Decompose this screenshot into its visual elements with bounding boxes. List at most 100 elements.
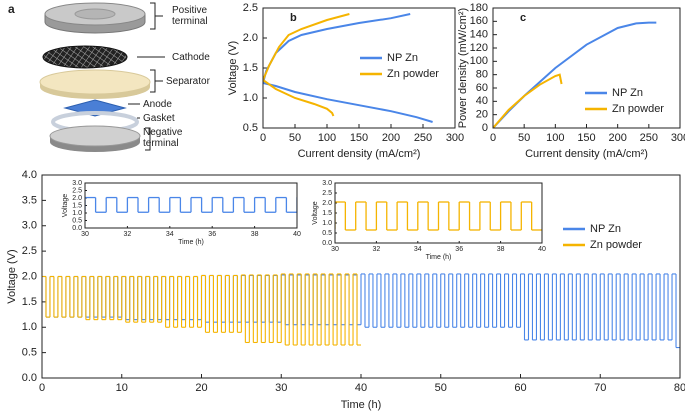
x-tick-label: 150 — [577, 132, 595, 144]
panel-label: a — [8, 2, 15, 16]
plot: 30 32 34 36 38 40 0.00.51.01.52.02.53.0 Time (h… — [55, 179, 312, 254]
x-tick-label: 100 — [546, 132, 564, 144]
y-tick-label: 4.0 — [22, 169, 37, 181]
x-tick-label: 38 — [251, 231, 259, 238]
x-tick-label: 80 — [674, 382, 685, 394]
line — [493, 73, 563, 128]
x-tick-label: 250 — [640, 132, 658, 144]
x-axis-title: Time (h) — [178, 239, 204, 246]
y-tick-label: 0.0 — [322, 240, 332, 247]
y-tick-label: 180 — [470, 2, 488, 14]
y-tick-label: 3.0 — [22, 220, 37, 232]
y-axis-title: Power density (mW/cm²) — [457, 8, 469, 128]
y-tick-label: 3.0 — [72, 180, 82, 187]
y-tick-label: 2.0 — [72, 195, 82, 202]
x-tick-label: 0 — [490, 132, 496, 144]
part-label: Negative terminal — [143, 127, 183, 149]
x-tick-label: 300 — [446, 132, 464, 144]
data — [42, 273, 680, 349]
y-tick-label: 0.5 — [243, 122, 258, 134]
x-axis-title: Time (h) — [341, 399, 382, 411]
y-tick-label: 1.0 — [243, 92, 258, 104]
x-tick-label: 10 — [116, 382, 128, 394]
plot: 0501001502002503000204060801001201401601… — [457, 2, 685, 160]
y-tick-label: 20 — [476, 109, 488, 121]
y-tick-label: 0.5 — [22, 347, 37, 359]
y-tick-label: 3.5 — [22, 194, 37, 206]
y-tick-label: 1.5 — [243, 62, 258, 74]
y-axis-title: Voltage — [312, 201, 319, 224]
y-tick-label: 2.5 — [322, 190, 332, 197]
y-tick-label: 2.0 — [243, 32, 258, 44]
x-tick-label: 20 — [195, 382, 207, 394]
x-tick-label: 36 — [455, 246, 463, 253]
legend-label: Zn powder — [612, 103, 664, 115]
x-tick-label: 50 — [435, 382, 447, 394]
x-tick-label: 100 — [318, 132, 336, 144]
y-tick-label: 1.5 — [322, 210, 332, 217]
part-label: Cathode — [172, 52, 210, 63]
plot-frame — [262, 7, 456, 129]
data — [85, 196, 297, 213]
y-tick-label: 80 — [476, 69, 488, 81]
y-tick-label: 40 — [476, 95, 488, 107]
line — [263, 13, 350, 117]
y-tick-label: 2.5 — [22, 245, 37, 257]
plot-frame — [84, 182, 298, 229]
x-tick-label: 300 — [671, 132, 685, 144]
x-tick-label: 150 — [350, 132, 368, 144]
y-tick-label: 0.0 — [22, 372, 37, 384]
y-axis-title: Voltage (V) — [227, 41, 239, 95]
data — [335, 201, 542, 231]
y-tick-label: 0.5 — [322, 230, 332, 237]
part-label: Separator — [166, 76, 210, 87]
x-tick-label: 32 — [124, 231, 132, 238]
y-tick-label: 1.5 — [22, 296, 37, 308]
panel-label: b — [290, 12, 297, 24]
y-tick-label: 0.0 — [72, 225, 82, 232]
legend-label: NP Zn — [387, 52, 418, 64]
x-tick-label: 40 — [355, 382, 367, 394]
x-tick-label: 50 — [289, 132, 301, 144]
x-tick-label: 30 — [331, 246, 339, 253]
plot-frame — [41, 174, 681, 379]
part-label: Anode — [143, 99, 172, 110]
x-axis-title: Current density (mA/cm²) — [525, 148, 648, 160]
y-tick-label: 2.0 — [322, 200, 332, 207]
y-tick-label: 1.0 — [22, 321, 37, 333]
x-tick-label: 250 — [414, 132, 432, 144]
inset-background — [305, 179, 557, 269]
x-tick-label: 30 — [275, 382, 287, 394]
panel-label: c — [520, 12, 526, 24]
x-tick-label: 30 — [81, 231, 89, 238]
x-tick-label: 40 — [293, 231, 301, 238]
part-label: Gasket — [143, 113, 175, 124]
x-tick-label: 200 — [608, 132, 626, 144]
x-tick-label: 34 — [414, 246, 422, 253]
y-tick-label: 3.0 — [322, 180, 332, 187]
y-tick-label: 60 — [476, 82, 488, 94]
x-tick-label: 50 — [518, 132, 530, 144]
y-tick-label: 100 — [470, 55, 488, 67]
x-tick-label: 36 — [208, 231, 216, 238]
y-tick-label: 1.0 — [72, 210, 82, 217]
legend-label: Zn powder — [590, 239, 642, 251]
y-tick-label: 1.5 — [72, 202, 82, 209]
x-tick-label: 32 — [373, 246, 381, 253]
plot: 0 50 100 150 200 250 300 0.5 1.0 1.5 2.0 2.5 Current… — [227, 2, 464, 160]
data — [493, 21, 657, 128]
legend-label: NP Zn — [590, 223, 621, 235]
y-tick-label: 1.0 — [322, 220, 332, 227]
legend-label: Zn powder — [387, 68, 439, 80]
y-tick-label: 160 — [470, 15, 488, 27]
inset-background — [55, 179, 312, 254]
y-tick-label: 2.5 — [72, 187, 82, 194]
plot-frame — [334, 182, 543, 244]
y-axis-title: Voltage (V) — [6, 249, 18, 303]
x-tick-label: 0 — [260, 132, 266, 144]
y-tick-label: 2.0 — [22, 270, 37, 282]
data — [263, 13, 433, 123]
legend-label: NP Zn — [612, 87, 643, 99]
y-tick-label: 0 — [482, 122, 488, 134]
